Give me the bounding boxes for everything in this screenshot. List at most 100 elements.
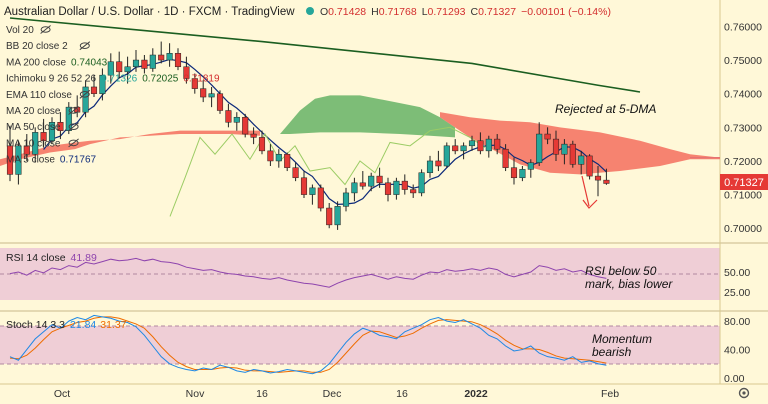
- visibility-off-slash: [79, 89, 91, 99]
- candle-body: [82, 86, 89, 113]
- visibility-off-slash: [79, 41, 91, 51]
- stoch-band: [0, 326, 720, 364]
- stoch-tick-label: 80.00: [724, 316, 750, 328]
- candle-body: [284, 153, 291, 168]
- visibility-off-icon: [40, 26, 51, 33]
- market-status-dot: [306, 7, 314, 15]
- stoch-tick-label: 0.00: [724, 373, 745, 385]
- candle-body: [208, 93, 215, 98]
- annotation-momentum-line2: bearish: [592, 345, 632, 359]
- price-tick-label: 0.70000: [724, 223, 762, 235]
- price-tick-label: 0.74000: [724, 89, 762, 101]
- candle-body: [426, 160, 434, 173]
- candle-body: [292, 167, 299, 179]
- candlestick-series: [6, 41, 610, 230]
- candle-body: [569, 143, 576, 165]
- candle-body: [544, 133, 551, 140]
- visibility-off-icon: [79, 42, 90, 50]
- candle-body: [510, 167, 518, 179]
- visibility-off-icon: [68, 139, 79, 147]
- cloud-bullish-segment: [280, 95, 455, 138]
- visibility-off-slash: [68, 138, 79, 148]
- candle-body: [166, 53, 173, 61]
- price-tick-label: 0.71000: [724, 190, 762, 202]
- rsi-line: [9, 257, 607, 288]
- candle-body: [578, 155, 585, 165]
- time-tick-label: Oct: [54, 388, 70, 400]
- candle-body: [468, 140, 476, 147]
- candle-body: [250, 133, 257, 138]
- price-tick-label: 0.75000: [724, 55, 762, 67]
- indicator-legend[interactable]: Vol 20 BB 20 close 2 MA 200 close 0.74043 Ic…: [6, 25, 220, 166]
- candle-body: [23, 145, 30, 155]
- visibility-off-slash: [68, 106, 79, 115]
- bearish-arrow: [581, 175, 590, 207]
- rsi-tick-label: 50.00: [724, 267, 750, 279]
- candle-body: [326, 207, 333, 226]
- candle-body: [359, 182, 366, 187]
- stoch-tick-label: 40.00: [724, 345, 750, 357]
- settings-gear-icon[interactable]: [738, 387, 750, 399]
- last-price-value: 0.71327: [724, 177, 764, 189]
- last-price-tag: [720, 174, 768, 190]
- ma200-path: [9, 17, 641, 93]
- annotation-rsi-line1: RSI below 50: [585, 264, 657, 278]
- candle-body: [368, 175, 375, 187]
- visibility-off-icon: [79, 91, 90, 98]
- cloud-bearish-segment: [440, 112, 720, 175]
- candle-body: [300, 177, 308, 195]
- candle-body: [401, 180, 408, 190]
- candle-body: [32, 132, 39, 155]
- candle-body: [99, 74, 106, 94]
- candle-body: [132, 59, 140, 68]
- candle-body: [183, 66, 190, 79]
- time-axis[interactable]: Oct Nov 16 Dec 16 2022 Feb: [54, 388, 619, 400]
- candle-body: [485, 138, 492, 152]
- price-tick-label: 0.73000: [724, 122, 762, 134]
- candle-body: [334, 206, 341, 226]
- candle-body: [527, 162, 534, 170]
- annotation-momentum-line1: Momentum: [592, 332, 652, 346]
- indicator-label: Vol 20: [6, 25, 34, 36]
- candle-body: [124, 66, 131, 73]
- price-tick-label: 0.72000: [724, 156, 762, 168]
- candle-body: [317, 187, 324, 209]
- time-tick-label: 2022: [464, 388, 488, 400]
- candle-body: [452, 145, 459, 152]
- candle-body: [275, 153, 282, 162]
- visibility-off-slash: [40, 25, 51, 34]
- price-axis[interactable]: 0.76000 0.75000 0.74000 0.73000 0.72000 0.710…: [724, 21, 762, 385]
- indicator-label: MA 5 close 0.71767: [6, 155, 97, 166]
- candle-body: [149, 54, 156, 69]
- symbol-title: Australian Dollar / U.S. Dollar · 1D · F…: [4, 6, 295, 18]
- candle-body: [594, 175, 602, 181]
- visibility-off-icon: [68, 107, 79, 114]
- time-tick-label: 16: [256, 388, 268, 400]
- candle-body: [141, 59, 148, 69]
- candle-body: [309, 187, 316, 195]
- annotation-rejected: Rejected at 5-DMA: [555, 102, 656, 116]
- indicator-label: Ichimoku 9 26 52 26 0.71326 0.72025 0.71819: [6, 74, 220, 85]
- indicator-label: EMA 110 close: [6, 90, 72, 101]
- candle-body: [174, 53, 182, 68]
- rsi-legend[interactable]: RSI 14 close 41.89: [6, 252, 97, 264]
- visibility-off-slash: [68, 122, 79, 132]
- candle-body: [586, 155, 593, 177]
- candle-body: [267, 150, 274, 162]
- stoch-d-path: [9, 316, 607, 373]
- indicator-label: MA 50 close: [6, 122, 61, 133]
- candle-body: [258, 137, 266, 152]
- candle-body: [536, 133, 543, 163]
- candle-body: [477, 140, 484, 152]
- candle-body: [57, 122, 64, 131]
- candle-body: [225, 110, 232, 123]
- rsi-path: [9, 257, 607, 288]
- candle-body: [460, 145, 467, 152]
- candle-body: [393, 180, 400, 195]
- stoch-legend[interactable]: Stoch 14 3 3 21.84 31.37: [6, 319, 127, 331]
- candle-body: [384, 182, 392, 195]
- candle-body: [40, 132, 47, 142]
- candle-body: [494, 138, 501, 150]
- cloud-bearish-segment: [0, 130, 260, 166]
